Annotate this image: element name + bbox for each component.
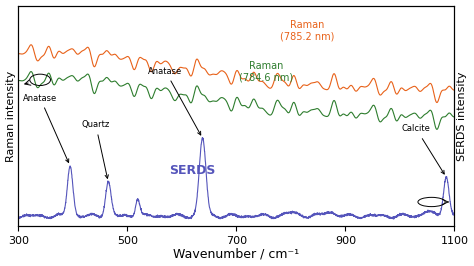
X-axis label: Wavenumber / cm⁻¹: Wavenumber / cm⁻¹ bbox=[173, 247, 300, 260]
Text: Raman
(784.6 nm): Raman (784.6 nm) bbox=[239, 61, 293, 82]
Text: Anatase: Anatase bbox=[23, 94, 69, 163]
Y-axis label: Raman intensity: Raman intensity bbox=[6, 70, 16, 161]
Text: Quartz: Quartz bbox=[82, 120, 110, 178]
Text: Calcite: Calcite bbox=[402, 124, 444, 174]
Text: Raman
(785.2 nm): Raman (785.2 nm) bbox=[280, 19, 335, 41]
Y-axis label: SERDS intensity: SERDS intensity bbox=[457, 71, 467, 161]
Text: SERDS: SERDS bbox=[170, 164, 216, 177]
Text: Anatase: Anatase bbox=[148, 67, 201, 135]
